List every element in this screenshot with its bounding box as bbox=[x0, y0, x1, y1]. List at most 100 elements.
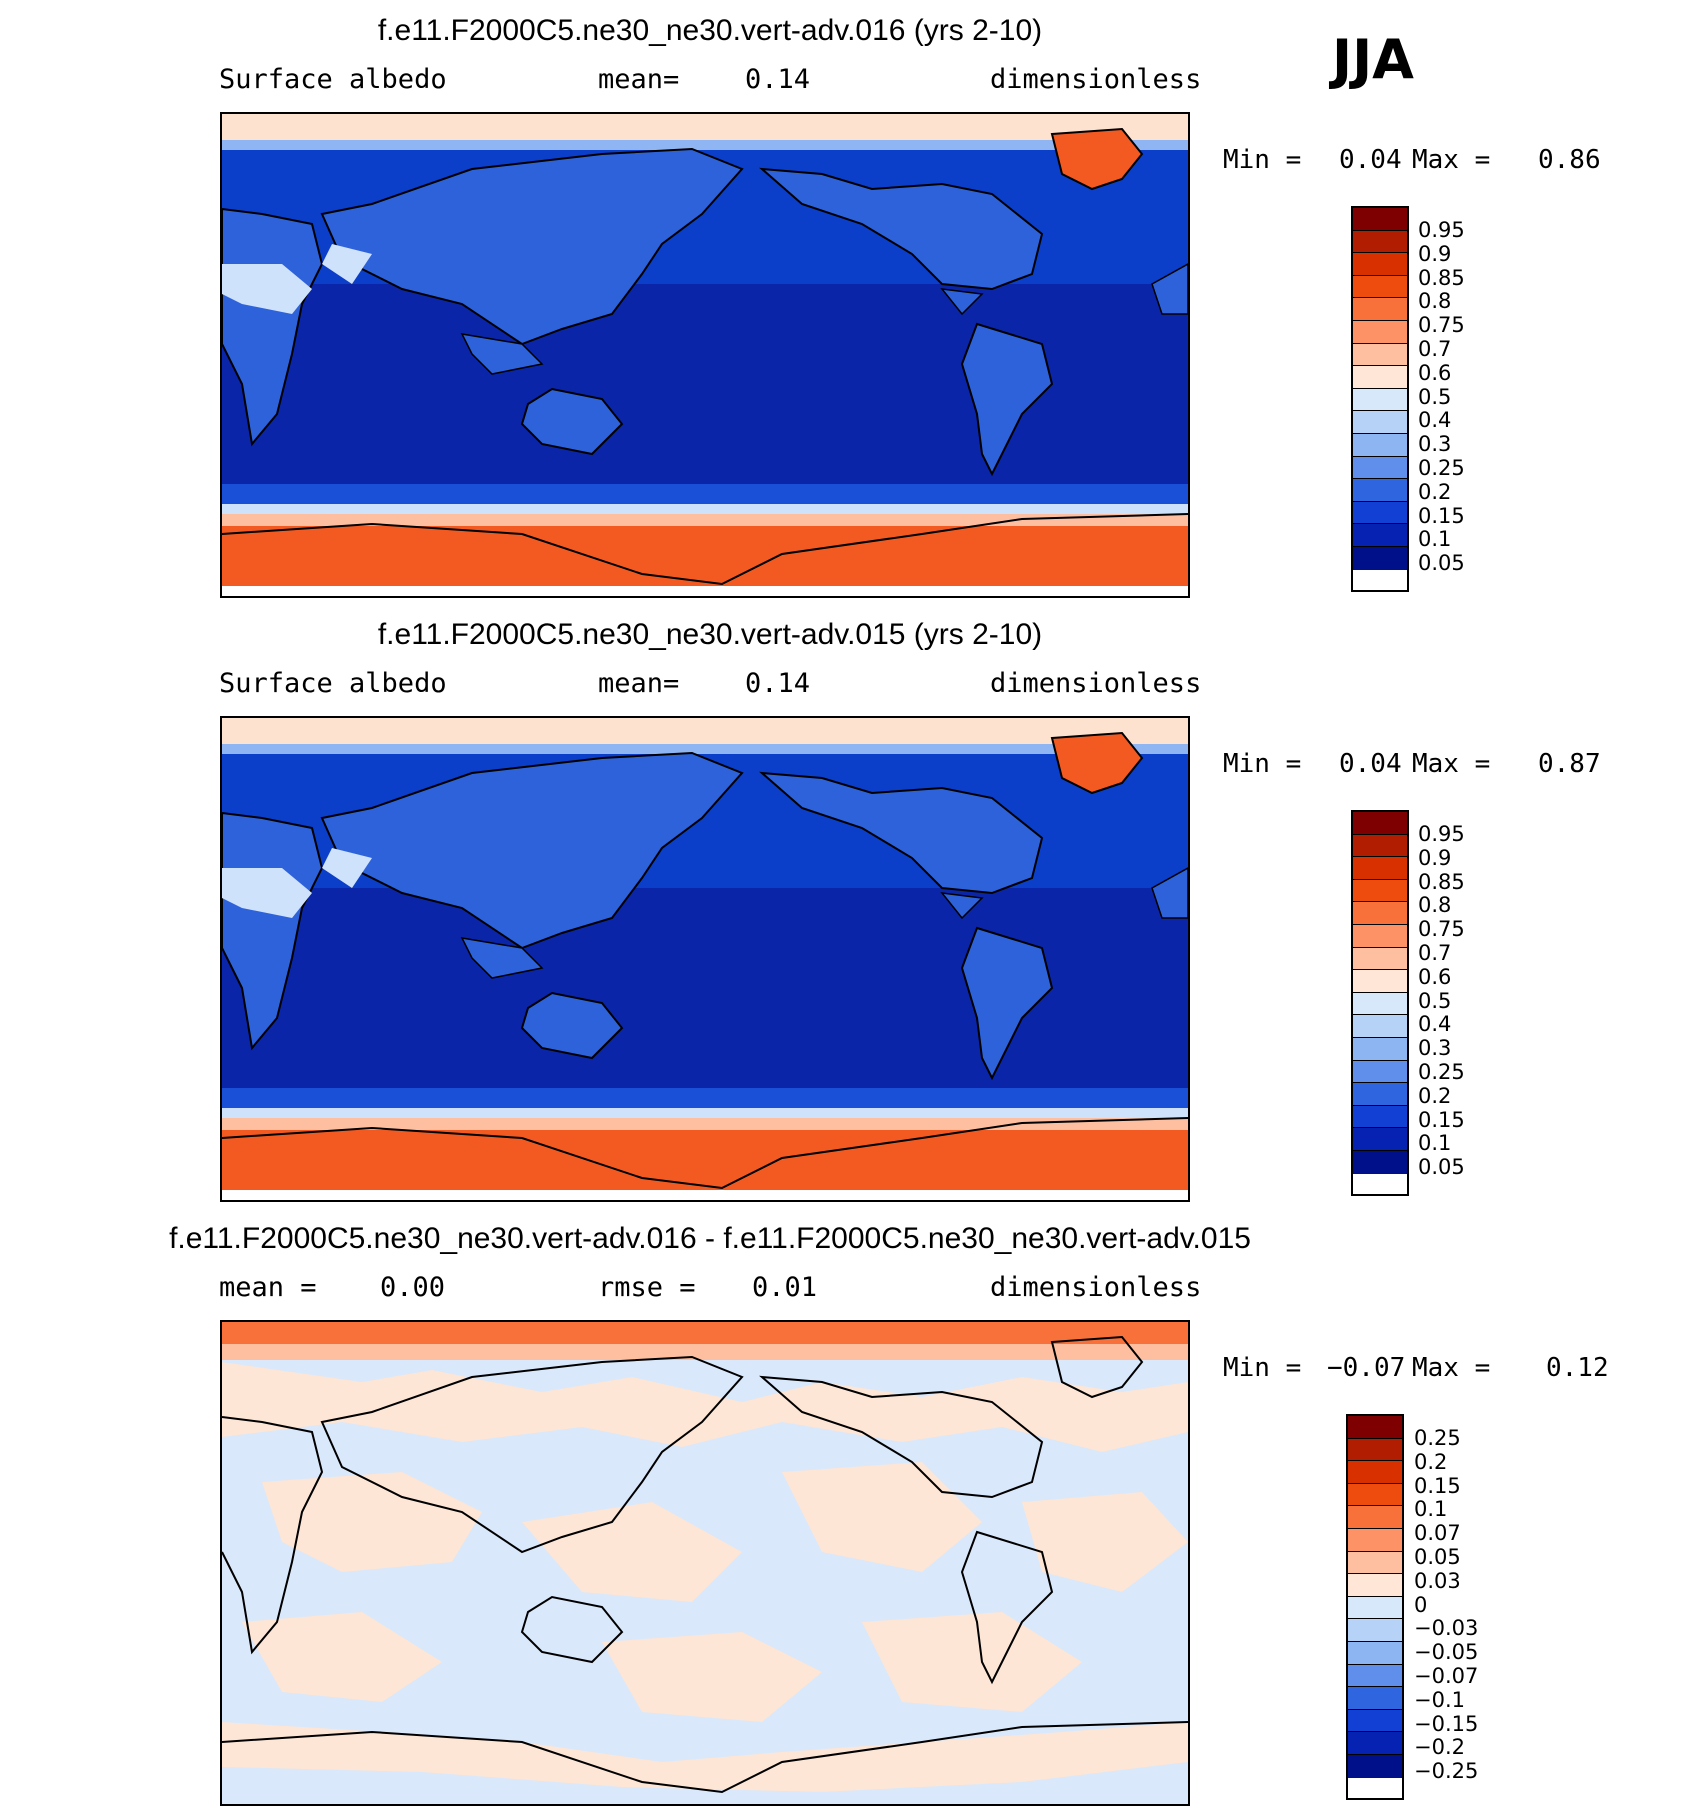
colorbar-tick-label: 0.4 bbox=[1418, 1012, 1452, 1037]
panel-1-units: dimensionless bbox=[990, 64, 1202, 95]
season-label: JJA bbox=[1332, 28, 1414, 91]
colorbar-segment bbox=[1348, 1551, 1402, 1575]
colorbar-segment bbox=[1348, 1641, 1402, 1665]
panel-2-max-label: Max = bbox=[1412, 749, 1491, 779]
panel-1-map-svg bbox=[222, 114, 1188, 596]
panel-3-mean-label: mean = bbox=[219, 1272, 317, 1303]
colorbar-tick-label: 0.25 bbox=[1414, 1426, 1461, 1450]
colorbar-segment bbox=[1353, 947, 1407, 971]
colorbar-segment bbox=[1353, 1060, 1407, 1084]
colorbar-segment bbox=[1348, 1438, 1402, 1462]
colorbar-tick-label: 0.3 bbox=[1418, 432, 1452, 457]
colorbar-segment bbox=[1353, 857, 1407, 880]
colorbar-tick-label: 0.6 bbox=[1418, 360, 1452, 385]
colorbar-tick-label: 0.8 bbox=[1418, 893, 1452, 918]
colorbar-tick-label: 0.7 bbox=[1418, 941, 1452, 965]
colorbar-segment bbox=[1353, 1150, 1407, 1174]
colorbar-segment bbox=[1353, 433, 1407, 457]
colorbar-segment bbox=[1353, 1105, 1407, 1129]
panel-1-title: f.e11.F2000C5.ne30_ne30.vert-adv.016 (yr… bbox=[377, 14, 1043, 47]
panel-3-mean-value: 0.00 bbox=[380, 1272, 446, 1303]
panel-1-colorbar bbox=[1351, 206, 1409, 592]
colorbar-tick-label: 0.95 bbox=[1418, 218, 1465, 242]
colorbar-segment bbox=[1353, 298, 1407, 321]
panel-1-max-value: 0.86 bbox=[1538, 145, 1601, 175]
panel-2-variable-label: Surface albedo bbox=[219, 668, 447, 699]
colorbar-tick-label: 0.07 bbox=[1414, 1521, 1461, 1546]
panel-1-max-label: Max = bbox=[1412, 145, 1491, 175]
panel-1-variable-label: Surface albedo bbox=[219, 64, 447, 95]
panel-3-units: dimensionless bbox=[990, 1272, 1202, 1303]
panel-2-max-value: 0.87 bbox=[1538, 749, 1601, 779]
colorbar-segment bbox=[1353, 524, 1407, 547]
panel-3-map-svg bbox=[222, 1322, 1188, 1804]
panel-1-mean-value: 0.14 bbox=[745, 64, 811, 95]
panel-3-min-value: −0.07 bbox=[1327, 1353, 1406, 1383]
colorbar-tick-label: 0.15 bbox=[1418, 1107, 1465, 1132]
panel-3-max-value: 0.12 bbox=[1546, 1353, 1609, 1383]
colorbar-segment bbox=[1348, 1596, 1402, 1620]
panel-3-colorbar bbox=[1346, 1414, 1404, 1800]
colorbar-tick-label: 0.3 bbox=[1418, 1036, 1452, 1061]
colorbar-tick-label: 0.15 bbox=[1418, 503, 1465, 528]
panel-2-min-value: 0.04 bbox=[1339, 749, 1402, 779]
panel-2-mean-value: 0.14 bbox=[745, 668, 811, 699]
colorbar-tick-label: 0.1 bbox=[1418, 1131, 1452, 1156]
colorbar-segment bbox=[1353, 902, 1407, 925]
colorbar-tick-label: −0.03 bbox=[1414, 1616, 1479, 1641]
colorbar-tick-label: −0.25 bbox=[1414, 1759, 1479, 1784]
colorbar-segment bbox=[1353, 411, 1407, 434]
colorbar-segment bbox=[1348, 1664, 1402, 1688]
colorbar-segment bbox=[1348, 1416, 1402, 1439]
colorbar-segment bbox=[1353, 501, 1407, 525]
colorbar-segment bbox=[1353, 388, 1407, 412]
colorbar-segment bbox=[1353, 834, 1407, 858]
colorbar-tick-label: 0 bbox=[1414, 1592, 1428, 1617]
panel-3-map bbox=[220, 1320, 1190, 1806]
colorbar-tick-label: 0.25 bbox=[1418, 1060, 1465, 1084]
colorbar-segment bbox=[1353, 366, 1407, 389]
colorbar-segment bbox=[1353, 208, 1407, 231]
colorbar-tick-label: 0.05 bbox=[1418, 1155, 1465, 1180]
colorbar-segment bbox=[1353, 879, 1407, 903]
colorbar-tick-label: 0.2 bbox=[1418, 479, 1452, 504]
colorbar-segment bbox=[1353, 970, 1407, 993]
colorbar-tick-label: −0.1 bbox=[1414, 1687, 1465, 1712]
colorbar-segment bbox=[1353, 812, 1407, 835]
panel-1-map bbox=[220, 112, 1190, 598]
panel-2-map bbox=[220, 716, 1190, 1202]
colorbar-tick-label: 0.1 bbox=[1414, 1497, 1448, 1522]
panel-1-min-label: Min = bbox=[1223, 145, 1302, 175]
colorbar-segment bbox=[1348, 1483, 1402, 1507]
colorbar-segment bbox=[1353, 275, 1407, 299]
colorbar-segment bbox=[1348, 1528, 1402, 1552]
panel-2-units: dimensionless bbox=[990, 668, 1202, 699]
colorbar-tick-label: 0.85 bbox=[1418, 869, 1465, 894]
panel-2-title: f.e11.F2000C5.ne30_ne30.vert-adv.015 (yr… bbox=[377, 618, 1043, 651]
colorbar-tick-label: −0.07 bbox=[1414, 1664, 1479, 1688]
colorbar-tick-label: 0.85 bbox=[1418, 265, 1465, 290]
colorbar-tick-label: 0.15 bbox=[1414, 1473, 1461, 1498]
panel-1-mean-label: mean= bbox=[598, 64, 680, 95]
colorbar-segment bbox=[1348, 1619, 1402, 1642]
colorbar-segment bbox=[1348, 1754, 1402, 1778]
colorbar-tick-label: 0.7 bbox=[1418, 337, 1452, 361]
panel-1-min-value: 0.04 bbox=[1339, 145, 1402, 175]
colorbar-tick-label: −0.15 bbox=[1414, 1711, 1479, 1736]
colorbar-tick-label: 0.6 bbox=[1418, 964, 1452, 989]
panel-3-rmse-label: rmse = bbox=[598, 1272, 696, 1303]
colorbar-segment bbox=[1353, 1037, 1407, 1061]
colorbar-segment bbox=[1353, 320, 1407, 344]
colorbar-segment bbox=[1353, 253, 1407, 276]
colorbar-tick-label: 0.4 bbox=[1418, 408, 1452, 433]
colorbar-tick-label: −0.2 bbox=[1414, 1735, 1465, 1760]
colorbar-segment bbox=[1348, 1461, 1402, 1484]
colorbar-segment bbox=[1353, 1083, 1407, 1106]
colorbar-tick-label: 0.9 bbox=[1418, 845, 1452, 870]
colorbar-tick-label: 0.5 bbox=[1418, 384, 1452, 409]
colorbar-segment bbox=[1348, 1687, 1402, 1710]
colorbar-tick-label: 0.9 bbox=[1418, 241, 1452, 266]
panel-3-min-label: Min = bbox=[1223, 1353, 1302, 1383]
colorbar-segment bbox=[1348, 1709, 1402, 1733]
colorbar-tick-label: 0.5 bbox=[1418, 988, 1452, 1013]
